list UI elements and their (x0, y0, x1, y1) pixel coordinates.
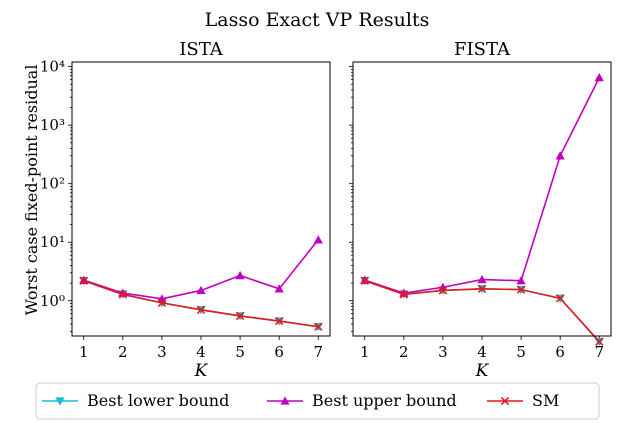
legend-marker-sm (500, 396, 510, 406)
plot-ista: ISTA 1 2 3 4 5 6 7 K 10⁰ 10¹ 10² 10³ 10⁴ (40, 39, 331, 381)
x-tick-label: 5 (235, 343, 245, 361)
y-tick-label: 10² (40, 175, 65, 193)
legend: Best lower bound Best upper bound SM (35, 382, 600, 420)
data-point-sm-b (314, 322, 323, 331)
data-point-sm-b (235, 311, 245, 321)
data-point-sm-b (516, 285, 526, 294)
x-tick-label: 3 (157, 343, 167, 361)
data-point-sm (314, 322, 323, 331)
data-point-sm-b (118, 290, 127, 299)
data-point-sm (118, 290, 127, 299)
data-point-sm (516, 285, 526, 294)
data-point-sm-b (595, 337, 604, 346)
x-tick-label: 7 (313, 343, 323, 361)
data-point-sm-b (438, 286, 448, 295)
data-point-sm-b (477, 284, 487, 293)
y-tick-label: 10⁴ (40, 58, 65, 76)
data-point-sm-b (79, 276, 88, 285)
data-point-sm (157, 298, 167, 308)
data-point-sm (79, 276, 88, 285)
x-tick-label: 6 (274, 343, 284, 361)
data-point-best-upper-bound (274, 284, 284, 293)
x-tick-label: 4 (477, 343, 487, 361)
x-axis-label-fista: K (475, 361, 490, 381)
data-point-best-upper-bound (196, 285, 206, 295)
legend-marker-sm-b (500, 396, 510, 406)
figure-title: Lasso Exact VP Results (205, 9, 430, 31)
data-point-best-upper-bound (477, 274, 487, 284)
x-tick-label: 1 (79, 343, 89, 361)
data-point-sm-b (360, 276, 369, 285)
x-tick-label: 3 (438, 343, 448, 361)
panel-title-fista: FISTA (454, 39, 511, 60)
data-point-sm-b (556, 294, 565, 303)
data-point-best-upper-bound (235, 270, 245, 280)
data-point-best-upper-bound (594, 72, 604, 82)
data-point-sm (235, 311, 245, 321)
x-tick-label: 1 (360, 343, 370, 361)
x-tick-label: 6 (555, 343, 565, 361)
y-tick-label: 10¹ (40, 233, 65, 251)
data-point-sm-b (399, 290, 408, 299)
legend-label-sm: SM (532, 391, 559, 410)
data-point-sm (556, 294, 565, 303)
x-tick-label: 2 (118, 343, 128, 361)
plot-frame-ista (71, 61, 331, 337)
y-tick-label: 10⁰ (40, 292, 65, 310)
data-point-best-upper-bound (555, 151, 565, 160)
x-tick-label: 7 (594, 343, 604, 361)
legend-marker-best-lower-bound (55, 397, 65, 406)
data-point-sm (595, 337, 604, 346)
panel-title-ista: ISTA (179, 39, 223, 60)
y-axis-label: Worst case fixed-point residual (22, 65, 41, 316)
x-tick-label: 4 (196, 343, 206, 361)
legend-frame (35, 382, 600, 420)
data-point-sm (196, 305, 206, 314)
data-point-best-upper-bound (313, 235, 323, 244)
data-point-sm (399, 290, 408, 299)
x-tick-label: 5 (516, 343, 526, 361)
plot-frame-fista (352, 61, 612, 337)
series-line-best-upper-bound (364, 77, 600, 294)
x-tick-label: 2 (399, 343, 409, 361)
plot-fista: FISTA 1 2 3 4 5 6 7 K (349, 39, 612, 381)
data-point-best-upper-bound (516, 276, 526, 285)
data-point-sm (360, 276, 369, 285)
y-tick-label: 10³ (40, 116, 65, 134)
data-point-sm-b (157, 298, 167, 308)
data-point-sm (438, 286, 448, 295)
x-axis-label-ista: K (194, 361, 209, 381)
legend-marker-best-upper-bound (280, 396, 290, 405)
legend-label-best-lower-bound: Best lower bound (87, 391, 229, 410)
legend-label-best-upper-bound: Best upper bound (312, 391, 457, 410)
data-point-sm (275, 316, 284, 326)
data-point-sm-b (275, 316, 284, 326)
data-point-sm (477, 284, 487, 293)
data-point-sm-b (196, 305, 206, 314)
